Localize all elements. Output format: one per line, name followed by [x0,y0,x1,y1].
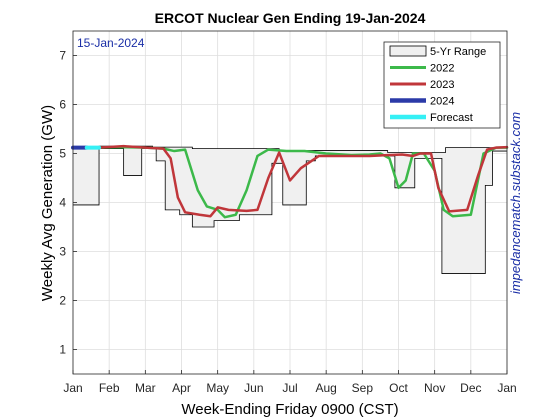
chart-title: ERCOT Nuclear Gen Ending 19-Jan-2024 [155,10,426,26]
legend-label: 2024 [430,96,454,108]
y-axis-label: Weekly Avg Generation (GW) [39,105,56,301]
x-tick-label: Mar [135,381,156,395]
x-tick-label: Apr [172,381,191,395]
x-tick-label: Feb [99,381,120,395]
x-tick-label: Jan [497,381,516,395]
x-tick-label: May [206,381,229,395]
y-tick-label: 1 [59,343,66,357]
y-tick-label: 5 [59,147,66,161]
y-axis-ticks: 1 2 3 4 5 6 7 [59,49,77,357]
y-tick-label: 3 [59,245,66,259]
legend-label: Forecast [430,112,473,124]
legend-label: 2023 [430,79,454,91]
y-tick-label: 2 [59,294,66,308]
x-tick-label: Oct [389,381,408,395]
x-tick-label: Jul [282,381,297,395]
x-tick-label: Aug [315,381,336,395]
x-tick-label: Nov [424,381,445,395]
subtitle-date: 15-Jan-2024 [77,36,145,50]
legend-label: 5-Yr Range [430,46,486,58]
x-axis-ticks: Jan Feb Mar Apr May Jun Jul Aug Sep Oct Nov Dec Jan [63,370,517,395]
y-tick-label: 6 [59,98,66,112]
y-tick-label: 4 [59,196,66,210]
x-axis-label: Week-Ending Friday 0900 (CST) [181,401,398,418]
series-lines [71,144,509,219]
x-tick-label: Dec [460,381,481,395]
legend-swatch [389,45,427,57]
series-line-2022 [97,145,509,219]
x-tick-label: Jun [244,381,263,395]
x-tick-label: Jan [63,381,82,395]
series-line-2023 [97,144,509,218]
side-label: impedancematch.substack.com [508,112,523,294]
legend-label: 2022 [430,63,454,75]
y-tick-label: 7 [59,49,66,63]
legend: 5-Yr Range 2022 2023 2024 Forecast [383,41,501,129]
x-tick-label: Sep [352,381,374,395]
range-band-fill [73,146,507,274]
